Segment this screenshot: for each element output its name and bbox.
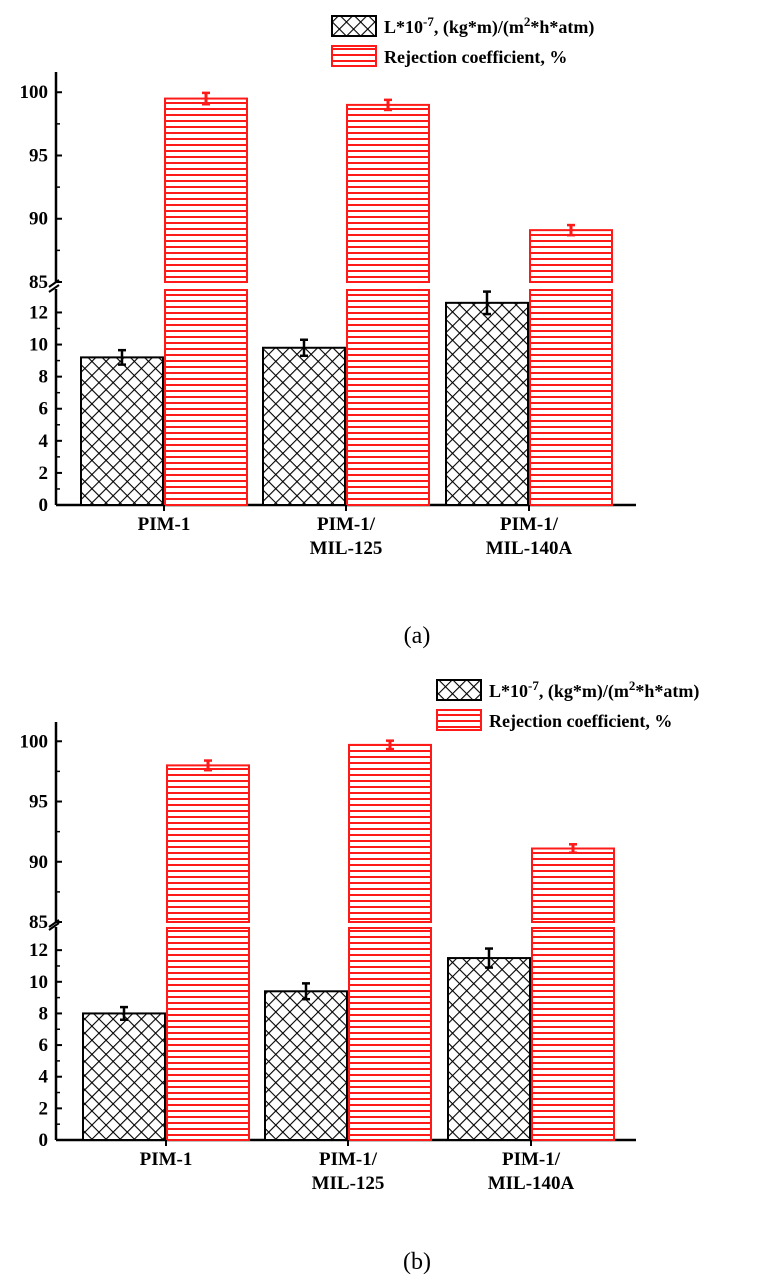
legend-label-rejection: Rejection coefficient, %	[489, 711, 672, 731]
category-label: MIL-140A	[486, 538, 573, 559]
y-tick-label: 85	[29, 912, 48, 933]
permeance-bar	[80, 356, 164, 506]
chart-panel-a: 0 2 4 6 8 10 12 85 90 95 100 PIM-1 PIM-1/MIL-125 PIM-…	[20, 14, 636, 559]
y-tick-label: 8	[39, 367, 49, 388]
caption-a: (a)	[404, 623, 431, 649]
category-label: PIM-1/	[500, 514, 559, 535]
chart-panel-b: 0 2 4 6 8 10 12 85 90 95 100 PIM-1 PIM-1/MIL-125 PIM-…	[20, 678, 700, 1194]
y-tick-label: 10	[29, 972, 48, 993]
y-tick-label: 10	[29, 335, 48, 356]
rejection-bar	[164, 97, 248, 283]
category-label: MIL-125	[312, 1173, 385, 1194]
category-label: PIM-1	[138, 514, 191, 535]
y-tick-label: 0	[39, 1130, 49, 1151]
rejection-bar	[531, 847, 615, 924]
category-label: PIM-1/	[319, 1149, 378, 1170]
y-tick-label: 0	[39, 495, 49, 516]
rejection-bar-lower	[164, 289, 248, 506]
y-tick-label: 95	[29, 792, 48, 813]
rejection-bar	[348, 743, 432, 923]
y-tick-label: 6	[39, 1035, 49, 1056]
axis-break-mark	[48, 284, 60, 293]
rejection-bar	[346, 103, 430, 283]
legend-label-permeance: L*10-7, (kg*m)/(m2*h*atm)	[489, 678, 699, 702]
rejection-bar-lower	[166, 927, 250, 1141]
rejection-bar-lower	[348, 927, 432, 1141]
rejection-bar-lower	[531, 927, 615, 1141]
permeance-bar	[445, 301, 529, 506]
permeance-bar	[262, 346, 346, 506]
y-tick-label: 12	[29, 302, 48, 323]
y-tick-label: 6	[39, 399, 49, 420]
legend-label-permeance: L*10-7, (kg*m)/(m2*h*atm)	[384, 14, 594, 38]
y-tick-label: 100	[20, 82, 49, 103]
y-tick-label: 90	[29, 209, 48, 230]
y-tick-label: 85	[29, 272, 48, 293]
legend-swatch-rejection	[331, 45, 377, 67]
permeance-bar	[82, 1012, 166, 1142]
y-tick-label: 12	[29, 940, 48, 961]
category-label: PIM-1/	[317, 514, 376, 535]
category-label: MIL-140A	[488, 1173, 575, 1194]
permeance-bar	[264, 990, 348, 1141]
legend-swatch-rejection	[436, 709, 482, 731]
rejection-bar	[166, 764, 250, 923]
y-tick-label: 2	[39, 1098, 49, 1119]
y-tick-label: 8	[39, 1003, 49, 1024]
rejection-bar	[529, 229, 613, 283]
permeance-bar	[447, 957, 531, 1141]
axis-break-mark	[48, 922, 60, 931]
category-label: MIL-125	[310, 538, 383, 559]
rejection-bar-lower	[346, 289, 430, 506]
y-tick-label: 4	[39, 431, 49, 452]
category-label: PIM-1	[140, 1149, 193, 1170]
caption-b: (b)	[403, 1249, 431, 1275]
category-label: PIM-1/	[502, 1149, 561, 1170]
y-tick-label: 90	[29, 852, 48, 873]
legend-swatch-permeance	[331, 15, 377, 37]
legend-swatch-permeance	[436, 679, 482, 701]
y-tick-label: 95	[29, 145, 48, 166]
legend-label-rejection: Rejection coefficient, %	[384, 47, 567, 67]
rejection-bar-lower	[529, 289, 613, 506]
y-tick-label: 4	[39, 1067, 49, 1088]
y-tick-label: 2	[39, 463, 49, 484]
y-tick-label: 100	[20, 731, 49, 752]
